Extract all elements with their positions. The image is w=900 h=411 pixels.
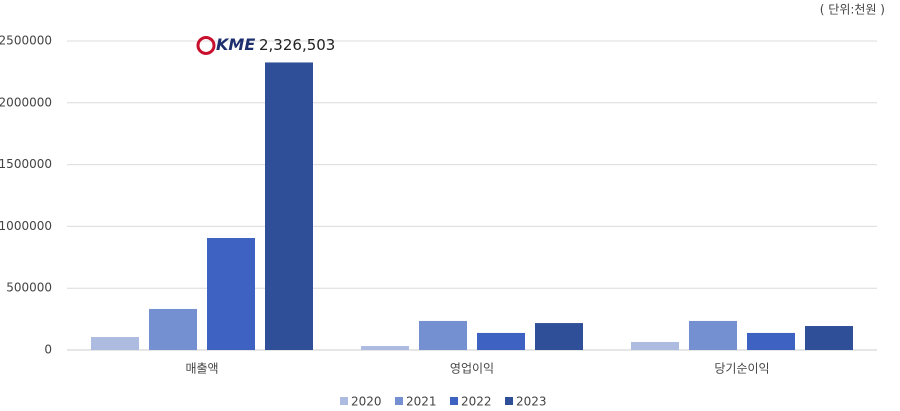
bar — [747, 332, 795, 350]
y-tick-label: 1000000 — [0, 219, 52, 233]
y-tick-label: 500000 — [6, 281, 52, 295]
logo-mark — [196, 35, 216, 55]
legend-label: 2023 — [516, 395, 547, 409]
bar — [689, 320, 737, 350]
bar — [149, 308, 197, 350]
legend-swatch — [395, 397, 403, 405]
bar — [805, 326, 853, 350]
legend-swatch — [505, 397, 513, 405]
bar — [419, 320, 467, 350]
bar — [265, 62, 313, 351]
y-tick-label: 2000000 — [0, 95, 52, 109]
unit-note: ( 단위:천원 ) — [820, 2, 885, 17]
x-tick-label: 매출액 — [185, 362, 218, 376]
bar — [91, 337, 139, 350]
x-tick-label: 영업이익 — [450, 362, 494, 376]
legend-label: 2021 — [406, 395, 437, 409]
bar — [477, 332, 525, 350]
legend-swatch — [340, 397, 348, 405]
data-label: 2,326,503 — [259, 36, 335, 54]
bar — [207, 238, 255, 350]
bar — [361, 346, 409, 350]
x-tick-label: 당기순이익 — [714, 362, 769, 376]
legend-label: 2022 — [461, 395, 492, 409]
legend-label: 2020 — [351, 395, 382, 409]
y-tick-label: 2500000 — [0, 34, 52, 48]
logo: KME — [216, 35, 255, 54]
bar — [535, 323, 583, 350]
y-tick-label: 0 — [44, 343, 52, 357]
bar — [631, 341, 679, 350]
y-tick-label: 1500000 — [0, 157, 52, 171]
legend-swatch — [450, 397, 458, 405]
